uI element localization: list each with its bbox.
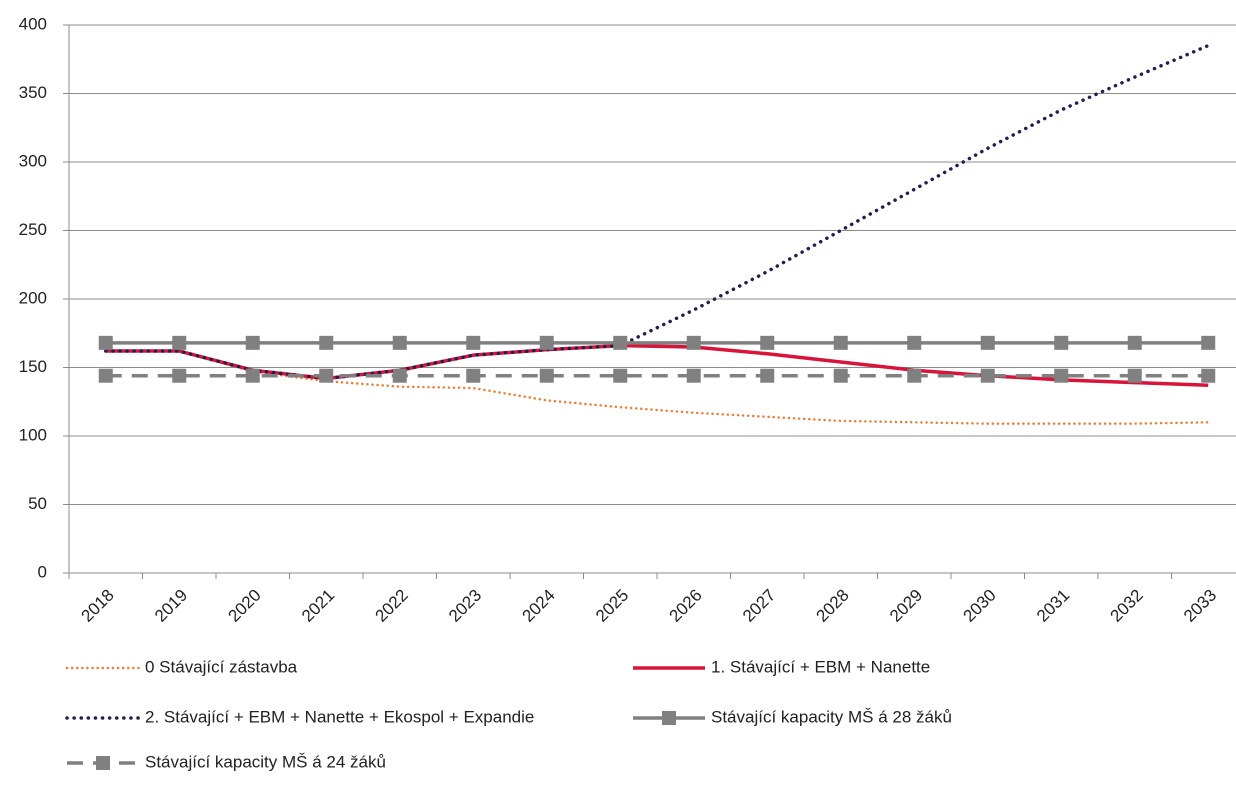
marker [466,368,481,383]
legend-label: 2. Stávající + EBM + Nanette + Ekospol +… [145,707,534,726]
marker [1054,368,1069,383]
x-tick-label: 2023 [445,586,485,626]
marker [1201,368,1216,383]
marker [907,368,922,383]
marker [833,335,848,350]
marker [613,335,628,350]
marker [172,368,187,383]
x-tick-label: 2021 [298,586,338,626]
series-line [105,343,1209,388]
marker [686,335,701,350]
x-tick-label: 2031 [1033,586,1073,626]
legend-marker [96,756,110,770]
x-tick-label: 2028 [813,586,853,626]
marker [539,368,554,383]
y-tick-label: 300 [19,151,47,170]
marker [172,335,187,350]
marker [319,335,334,350]
x-tick-label: 2032 [1107,586,1147,626]
marker [760,335,775,350]
y-tick-label: 150 [19,357,47,376]
marker [98,368,113,383]
x-tick-label: 2025 [592,586,632,626]
marker [1127,368,1142,383]
x-tick-label: 2020 [225,586,265,626]
marker [613,368,628,383]
legend-label: Stávající kapacity MŠ á 24 žáků [145,752,386,771]
y-tick-label: 0 [38,562,47,581]
marker [392,335,407,350]
marker [980,368,995,383]
marker [98,335,113,350]
marker [1201,335,1216,350]
marker [319,368,334,383]
marker [907,335,922,350]
x-tick-label: 2022 [372,586,412,626]
y-tick-label: 50 [28,494,47,513]
series-line [104,43,1210,381]
y-tick-label: 200 [19,288,47,307]
x-tick-label: 2026 [666,586,706,626]
series-line [104,349,1210,425]
legend-label: 0 Stávající zástavba [145,657,298,676]
marker [1054,335,1069,350]
x-tick-label: 2024 [519,586,559,626]
x-tick-label: 2018 [78,586,118,626]
y-tick-label: 350 [19,83,47,102]
x-tick-label: 2030 [960,586,1000,626]
marker [686,368,701,383]
y-tick-label: 250 [19,220,47,239]
legend-label: 1. Stávající + EBM + Nanette [711,657,930,676]
marker [392,368,407,383]
marker [833,368,848,383]
marker [539,335,554,350]
legend-marker [662,711,676,725]
y-tick-label: 400 [19,14,47,33]
marker [245,335,260,350]
marker [760,368,775,383]
legend-label: Stávající kapacity MŠ á 28 žáků [711,707,952,726]
x-tick-label: 2019 [151,586,191,626]
x-tick-label: 2027 [739,586,779,626]
x-tick-label: 2033 [1180,586,1220,626]
marker [1127,335,1142,350]
marker [466,335,481,350]
y-tick-label: 100 [19,425,47,444]
marker [245,368,260,383]
marker [980,335,995,350]
x-tick-label: 2029 [886,586,926,626]
